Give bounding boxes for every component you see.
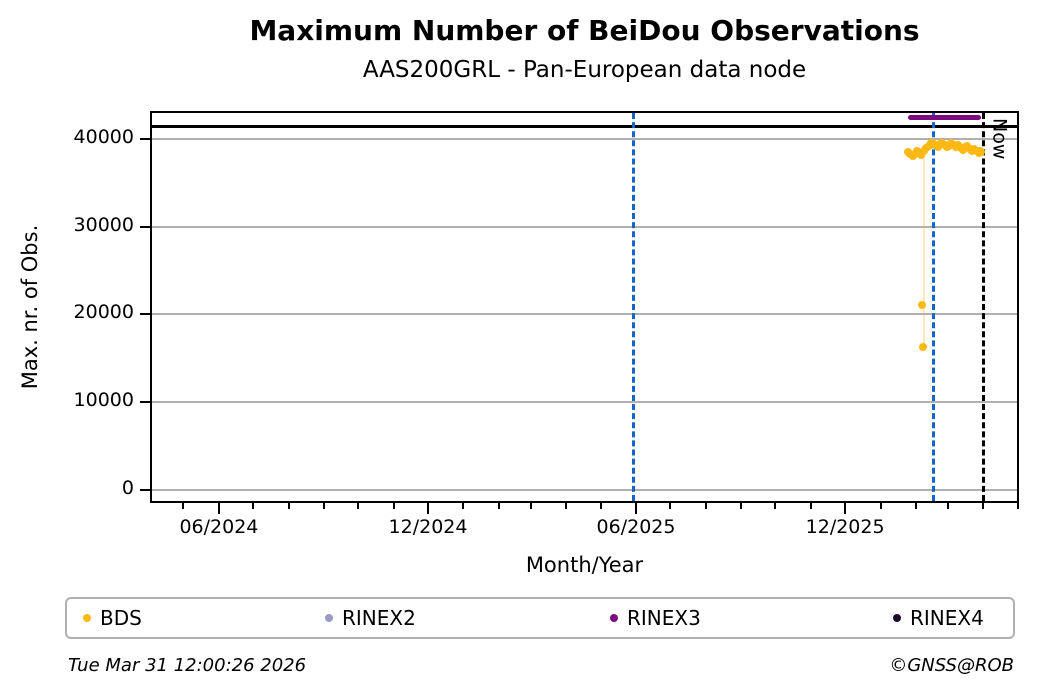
x-tick-minor: [497, 503, 500, 509]
x-tick-minor: [182, 503, 185, 509]
y-tick-label: 0: [121, 476, 134, 499]
legend-marker-rinex2: [325, 614, 333, 622]
x-tick-minor: [774, 503, 777, 509]
gridline-y-40000: [152, 138, 1017, 141]
x-axis-label: Month/Year: [525, 553, 644, 577]
x-tick-label: 12/2025: [805, 516, 885, 538]
x-tick-minor: [946, 503, 949, 509]
rinex3-line: [907, 114, 982, 120]
bds-point: [917, 300, 926, 309]
bds-point: [977, 148, 986, 157]
x-tick-minor: [462, 503, 465, 509]
footer-timestamp: Tue Mar 31 12:00:26 2026: [68, 655, 307, 676]
x-tick-minor: [287, 503, 290, 509]
legend-item-rinex2: RINEX2: [325, 599, 416, 637]
x-tick-minor: [392, 503, 395, 509]
y-tick: [140, 313, 150, 316]
y-tick: [140, 138, 150, 141]
reference-line-max: [152, 124, 1017, 128]
legend-label-bds: BDS: [100, 606, 142, 630]
plot-area: Now: [150, 111, 1019, 503]
bds-dip-connector: [922, 153, 925, 347]
x-tick-minor: [357, 503, 360, 509]
x-tick-label: 06/2024: [179, 516, 259, 538]
x-tick-major: [635, 503, 637, 514]
y-tick: [140, 400, 150, 403]
y-tick: [140, 488, 150, 491]
x-tick-minor: [879, 503, 882, 509]
y-tick: [140, 225, 150, 228]
x-tick-minor: [252, 503, 255, 509]
now-line-label: Now: [988, 118, 1011, 160]
x-tick-minor: [599, 503, 602, 509]
gridline-y-30000: [152, 225, 1017, 228]
x-tick-major: [844, 503, 847, 514]
footer-credit: ©GNSS@ROB: [889, 655, 1014, 676]
legend-label-rinex2: RINEX2: [342, 606, 416, 630]
x-tick-label: 12/2024: [388, 516, 468, 538]
legend-marker-rinex4: [893, 614, 901, 622]
gridline-y-10000: [152, 400, 1017, 403]
x-tick-minor: [565, 503, 568, 509]
x-tick-minor: [1016, 503, 1019, 509]
x-tick-minor: [704, 503, 707, 509]
x-tick-minor: [529, 503, 532, 509]
y-tick-label: 20000: [73, 301, 134, 324]
gridline-y-20000: [152, 313, 1017, 316]
x-tick-minor: [740, 503, 743, 509]
legend-item-rinex3: RINEX3: [610, 599, 701, 637]
event-line-2: [931, 113, 935, 501]
now-line: [981, 113, 985, 501]
legend-label-rinex4: RINEX4: [910, 606, 984, 630]
legend-marker-bds: [83, 614, 91, 622]
gridline-y-0: [152, 488, 1017, 491]
x-tick-minor: [669, 503, 672, 509]
chart-title: Maximum Number of BeiDou Observations: [249, 14, 920, 47]
y-tick-label: 30000: [73, 213, 134, 236]
legend: BDS RINEX2 RINEX3 RINEX4: [65, 597, 1015, 639]
x-tick-minor: [323, 503, 326, 509]
chart-subtitle: AAS200GRL - Pan-European data node: [362, 57, 807, 83]
x-tick-major: [217, 503, 220, 514]
x-tick-major: [427, 503, 430, 514]
y-tick-label: 10000: [73, 388, 134, 411]
bds-point: [918, 342, 927, 351]
x-tick-minor: [982, 503, 985, 509]
x-tick-minor: [914, 503, 917, 509]
bds-point: [916, 150, 925, 159]
y-tick-label: 40000: [73, 126, 134, 149]
legend-marker-rinex3: [610, 614, 618, 622]
legend-label-rinex3: RINEX3: [627, 606, 701, 630]
x-tick-label: 06/2025: [596, 516, 676, 538]
event-line-1: [632, 113, 636, 501]
legend-item-rinex4: RINEX4: [893, 599, 984, 637]
legend-item-bds: BDS: [83, 599, 142, 637]
x-tick-minor: [809, 503, 812, 509]
